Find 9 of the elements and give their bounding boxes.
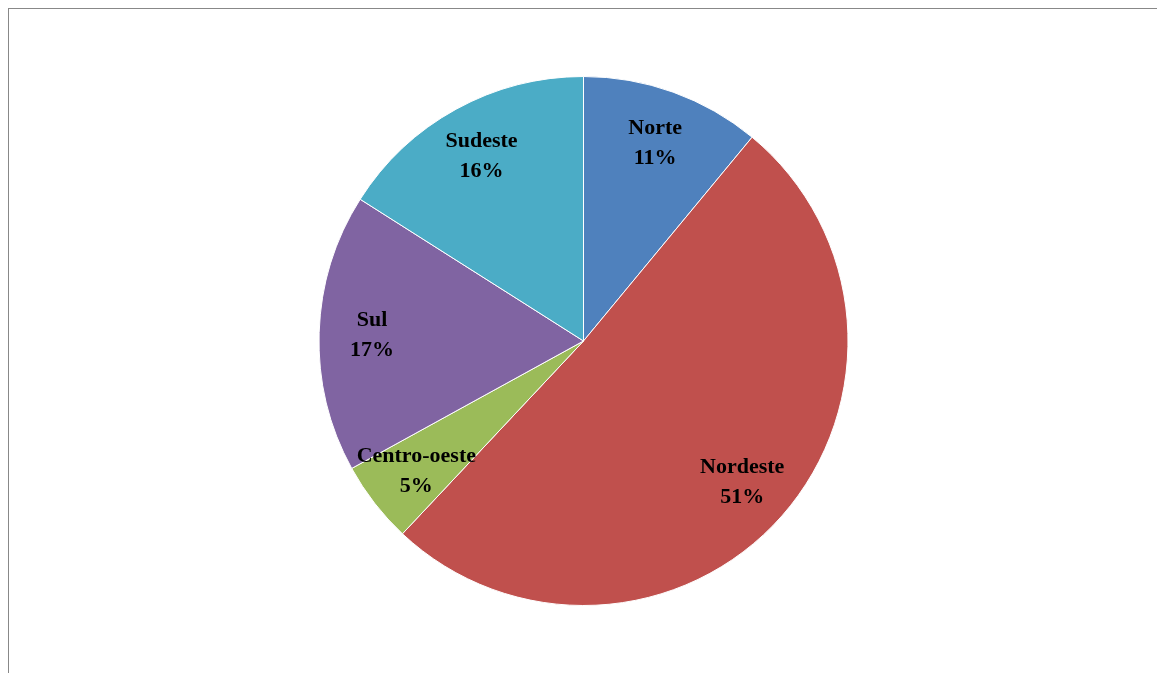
slice-label: Norte (628, 113, 683, 139)
slice-label: Sul (356, 306, 388, 332)
slice-label: Sudeste (445, 127, 518, 153)
data-label: 51% (720, 482, 765, 508)
data-label: 11% (633, 143, 677, 169)
data-label: 16% (459, 157, 504, 183)
data-label: 5% (399, 472, 433, 498)
data-label: 17% (350, 336, 394, 362)
slice-label: Nordeste (700, 452, 785, 478)
